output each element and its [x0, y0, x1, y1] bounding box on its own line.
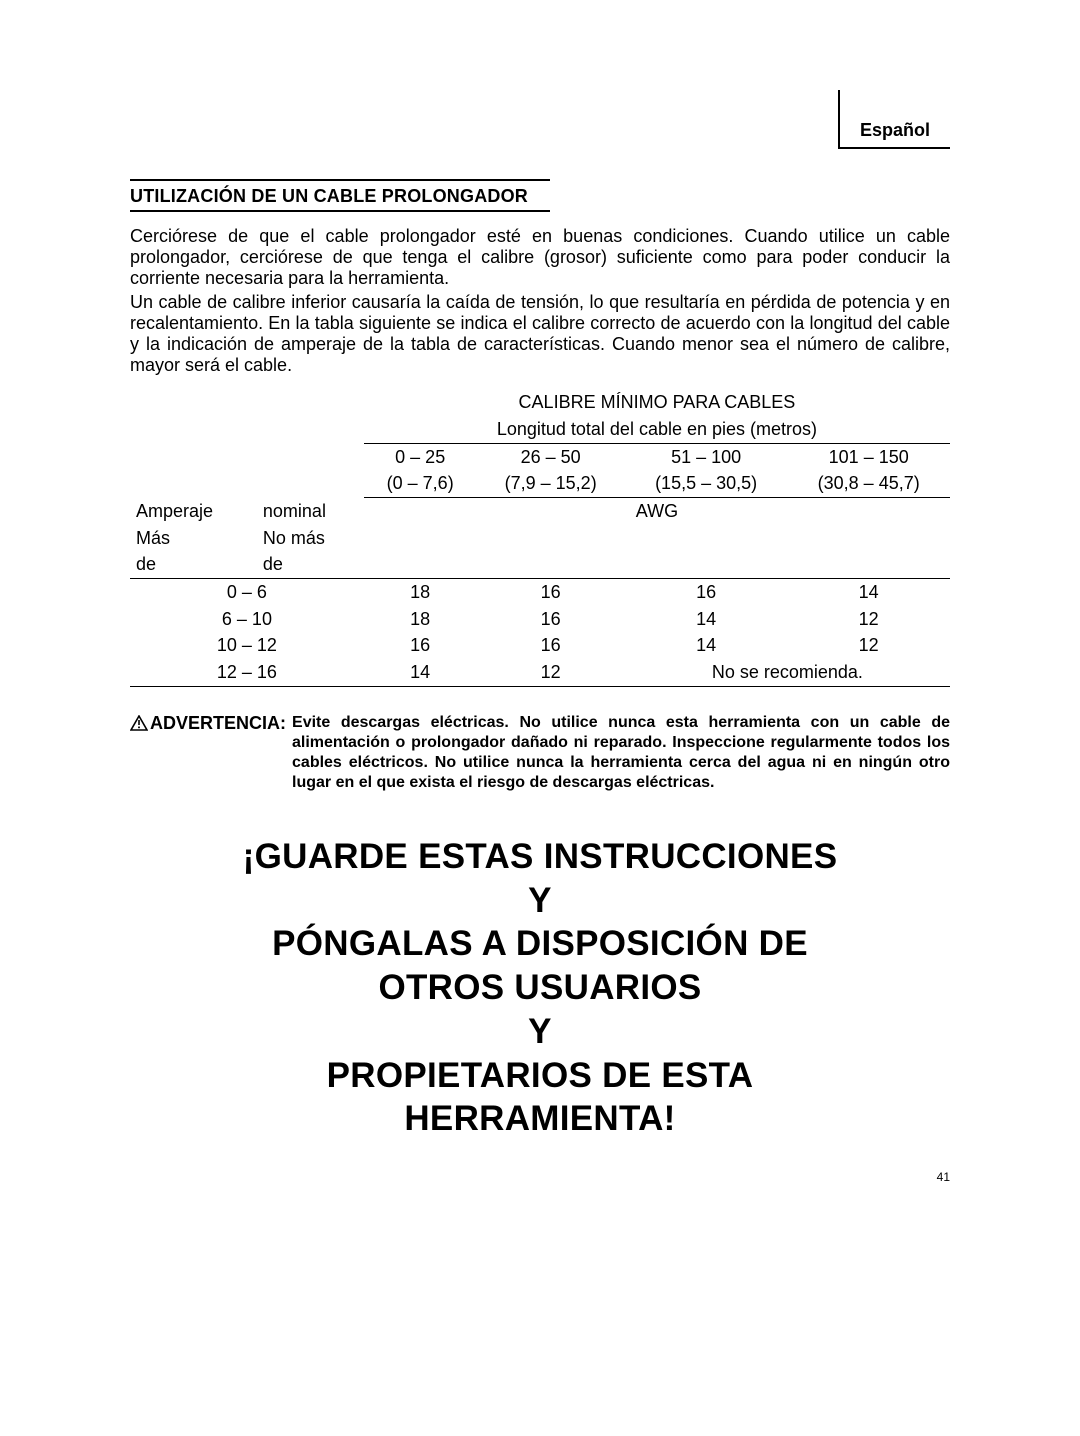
awg-value: 18 [364, 606, 477, 633]
awg-value: 14 [787, 579, 950, 606]
col-header-sub: (0 – 7,6) [364, 470, 477, 497]
big-heading: ¡GUARDE ESTAS INSTRUCCIONESYPÓNGALAS A D… [130, 835, 950, 1141]
awg-value: 16 [477, 606, 625, 633]
table-length-header: Longitud total del cable en pies (metros… [364, 416, 950, 443]
section-title: UTILIZACIÓN DE UN CABLE PROLONGADOR [130, 179, 550, 213]
amp-range: 10 – 12 [130, 632, 364, 659]
awg-value: 12 [787, 632, 950, 659]
table-caption: CALIBRE MÍNIMO PARA CABLES [364, 389, 950, 416]
amp-range: 6 – 10 [130, 606, 364, 633]
col-header: 51 – 100 [625, 443, 788, 470]
amp-range: 12 – 16 [130, 659, 364, 686]
awg-label: AWG [364, 497, 950, 524]
language-box: Español [838, 90, 950, 149]
awg-value: 16 [477, 632, 625, 659]
awg-value: 14 [625, 632, 788, 659]
page-number: 41 [130, 1171, 950, 1185]
amp-header-2b: No más [257, 525, 364, 552]
awg-value: 14 [364, 659, 477, 686]
amp-header-1a: Amperaje [130, 497, 257, 524]
warning-block: ADVERTENCIA: Evite descargas eléctricas.… [130, 713, 950, 793]
col-header: 101 – 150 [787, 443, 950, 470]
paragraph-2: Un cable de calibre inferior causaría la… [130, 292, 950, 375]
language-label: Español [860, 120, 930, 140]
col-header: 0 – 25 [364, 443, 477, 470]
warning-text: Evite descargas eléctricas. No utilice n… [292, 713, 950, 793]
warning-triangle-icon [130, 715, 148, 736]
amp-header-3b: de [257, 551, 364, 578]
cable-gauge-table: CALIBRE MÍNIMO PARA CABLES Longitud tota… [130, 389, 950, 687]
awg-value: 16 [477, 579, 625, 606]
col-header-sub: (7,9 – 15,2) [477, 470, 625, 497]
awg-value: 12 [477, 659, 625, 686]
awg-value: 12 [787, 606, 950, 633]
amp-header-3a: de [130, 551, 257, 578]
not-recommended: No se recomienda. [625, 659, 950, 686]
paragraph-1: Cerciórese de que el cable prolongador e… [130, 226, 950, 288]
awg-value: 14 [625, 606, 788, 633]
col-header-sub: (30,8 – 45,7) [787, 470, 950, 497]
col-header: 26 – 50 [477, 443, 625, 470]
awg-value: 16 [625, 579, 788, 606]
amp-range: 0 – 6 [130, 579, 364, 606]
warning-label: ADVERTENCIA: [150, 713, 286, 733]
col-header-sub: (15,5 – 30,5) [625, 470, 788, 497]
awg-value: 18 [364, 579, 477, 606]
awg-value: 16 [364, 632, 477, 659]
amp-header-1b: nominal [257, 497, 364, 524]
amp-header-2a: Más [130, 525, 257, 552]
